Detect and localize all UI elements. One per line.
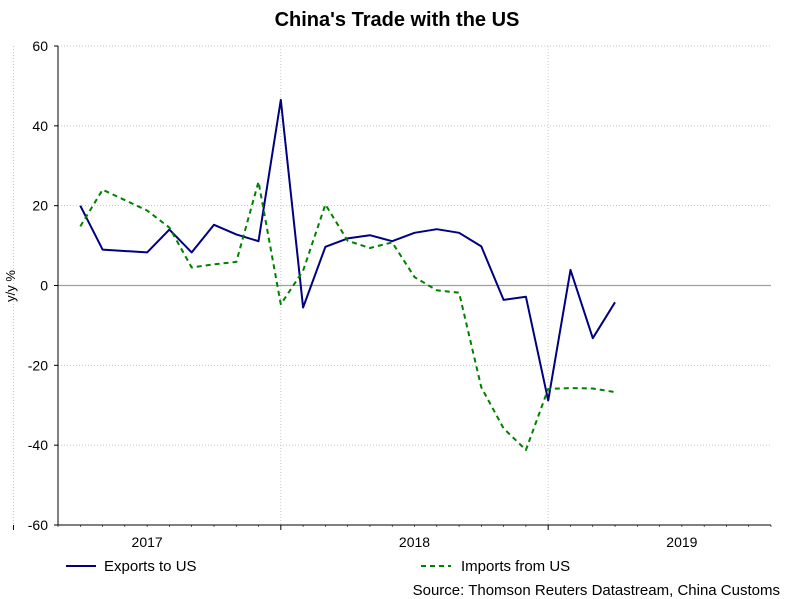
x-tick-label: 2017 (132, 534, 163, 550)
source-note: Source: Thomson Reuters Datastream, Chin… (413, 582, 780, 599)
legend-label-exports: Exports to US (104, 558, 197, 575)
imports-line (79, 180, 616, 451)
x-tick-label: 2018 (399, 534, 430, 550)
y-tick-label: 40 (32, 118, 48, 134)
y-tick-label: -20 (28, 357, 48, 373)
y-tick-label: 60 (32, 38, 48, 54)
x-tick-label: 2019 (666, 534, 697, 550)
grid (12, 45, 771, 525)
legend-label-imports: Imports from US (461, 558, 570, 575)
series-lines (79, 98, 616, 451)
axes (12, 45, 772, 530)
y-tick-label: -40 (28, 437, 48, 453)
legend: Exports to US Imports from US (66, 558, 570, 575)
x-tick-labels: 2017 2018 2019 (132, 534, 698, 550)
y-tick-label: 20 (32, 198, 48, 214)
chart-title: China's Trade with the US (275, 9, 520, 31)
y-tick-label: 0 (40, 278, 48, 294)
exports-line (79, 98, 616, 402)
y-tick-labels: -60 -40 -20 0 20 40 60 (28, 38, 48, 533)
y-tick-label: -60 (28, 517, 48, 533)
y-axis-label: y/y % (3, 270, 18, 302)
